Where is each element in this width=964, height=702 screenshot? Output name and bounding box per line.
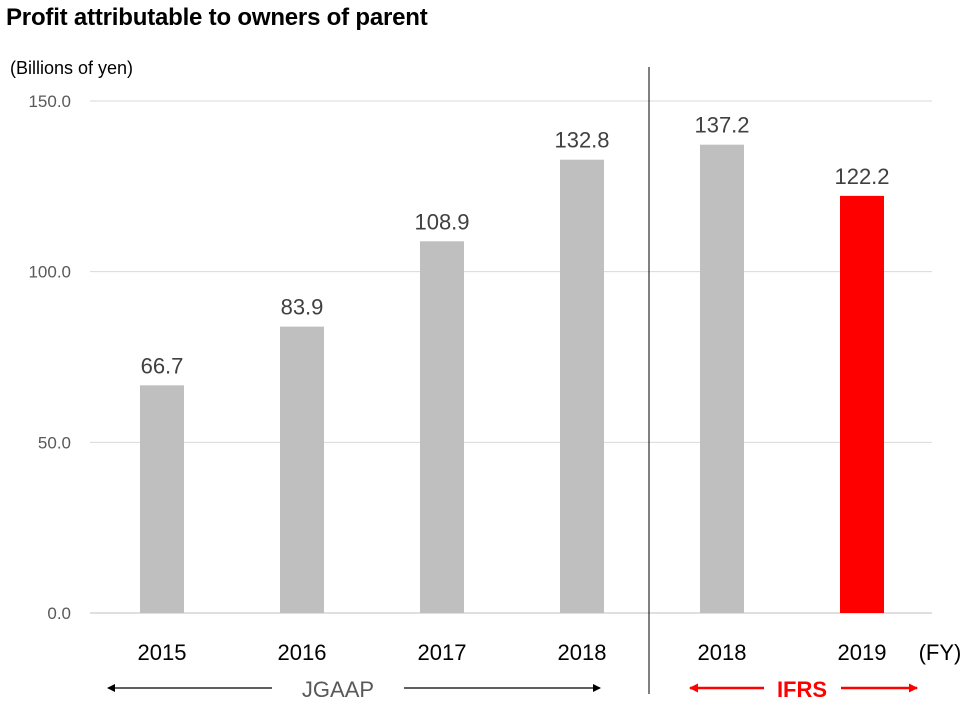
data-label-3: 132.8 [554, 128, 609, 153]
y-axis-unit-label: (Billions of yen) [10, 58, 134, 78]
data-label-2: 108.9 [414, 209, 469, 234]
x-tick-label-3: 2018 [558, 640, 607, 665]
x-tick-label-2: 2017 [418, 640, 467, 665]
y-tick-label-3: 150.0 [28, 92, 71, 111]
x-tick-label-1: 2016 [278, 640, 327, 665]
x-tick-label-0: 2015 [138, 640, 187, 665]
ifrs-label: IFRS [777, 677, 827, 702]
data-label-5: 122.2 [834, 164, 889, 189]
data-label-0: 66.7 [141, 353, 184, 378]
bar-3 [560, 159, 604, 613]
y-tick-label-2: 100.0 [28, 263, 71, 282]
data-label-4: 137.2 [694, 113, 749, 138]
jgaap-label: JGAAP [302, 677, 374, 702]
x-tick-label-5: 2019 [838, 640, 887, 665]
y-tick-label-1: 50.0 [38, 433, 71, 452]
bar-5 [840, 195, 884, 613]
chart-title: Profit attributable to owners of parent [6, 4, 428, 31]
bar-1 [280, 326, 324, 613]
bar-2 [420, 241, 464, 613]
bar-0 [140, 385, 184, 613]
y-tick-label-0: 0.0 [47, 604, 71, 623]
x-axis-unit-label: (FY) [919, 640, 962, 665]
x-tick-label-4: 2018 [698, 640, 747, 665]
bar-4 [700, 144, 744, 613]
data-label-1: 83.9 [281, 295, 324, 320]
